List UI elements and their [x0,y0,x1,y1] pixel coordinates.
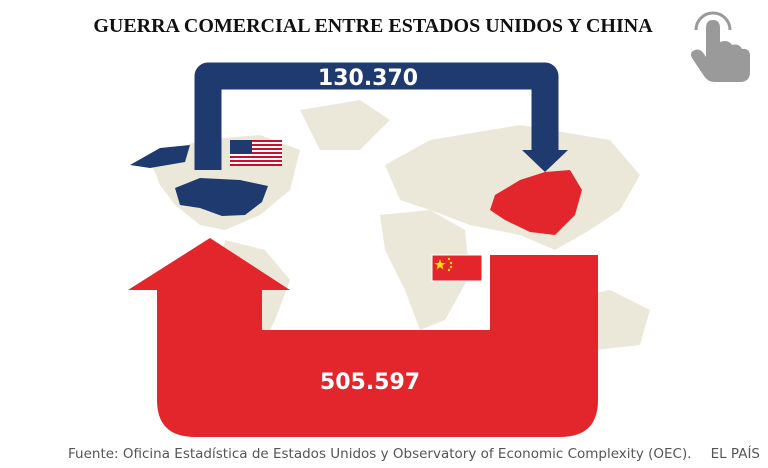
china-shape [490,170,582,235]
us-flag [230,140,282,166]
flow-arrowhead-china-us [128,238,290,290]
flow-arrow-us-china [194,62,559,170]
us-shape [175,178,268,216]
hand-icon [691,11,750,82]
flow-value: 130.370 [318,66,418,91]
title: GUERRA COMERCIAL ENTRE ESTADOS UNIDOS Y … [93,15,653,37]
china-flag [431,254,483,282]
flow-value: 505.597 [320,370,420,395]
flow-arrow-china-us [157,255,598,437]
flow-arrowhead-us-china [522,150,568,172]
source-note: Fuente: Oficina Estadística de Estados U… [68,446,692,462]
credit: EL PAÍS [711,445,760,462]
alaska-shape [130,145,190,168]
